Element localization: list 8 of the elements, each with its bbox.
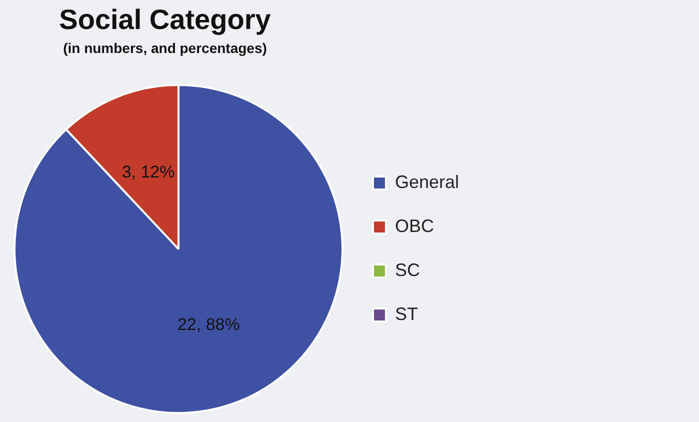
legend-label: SC [394, 260, 420, 280]
data-label: 3, 12% [122, 162, 175, 182]
legend-label: General [394, 172, 460, 192]
chart-subtitle: (in numbers, and percentages) [62, 40, 268, 56]
data-label: 22, 88% [177, 314, 240, 334]
legend-label: ST [394, 304, 418, 324]
chart-title: Social Category [58, 4, 272, 36]
legend-label: OBC [394, 216, 434, 236]
